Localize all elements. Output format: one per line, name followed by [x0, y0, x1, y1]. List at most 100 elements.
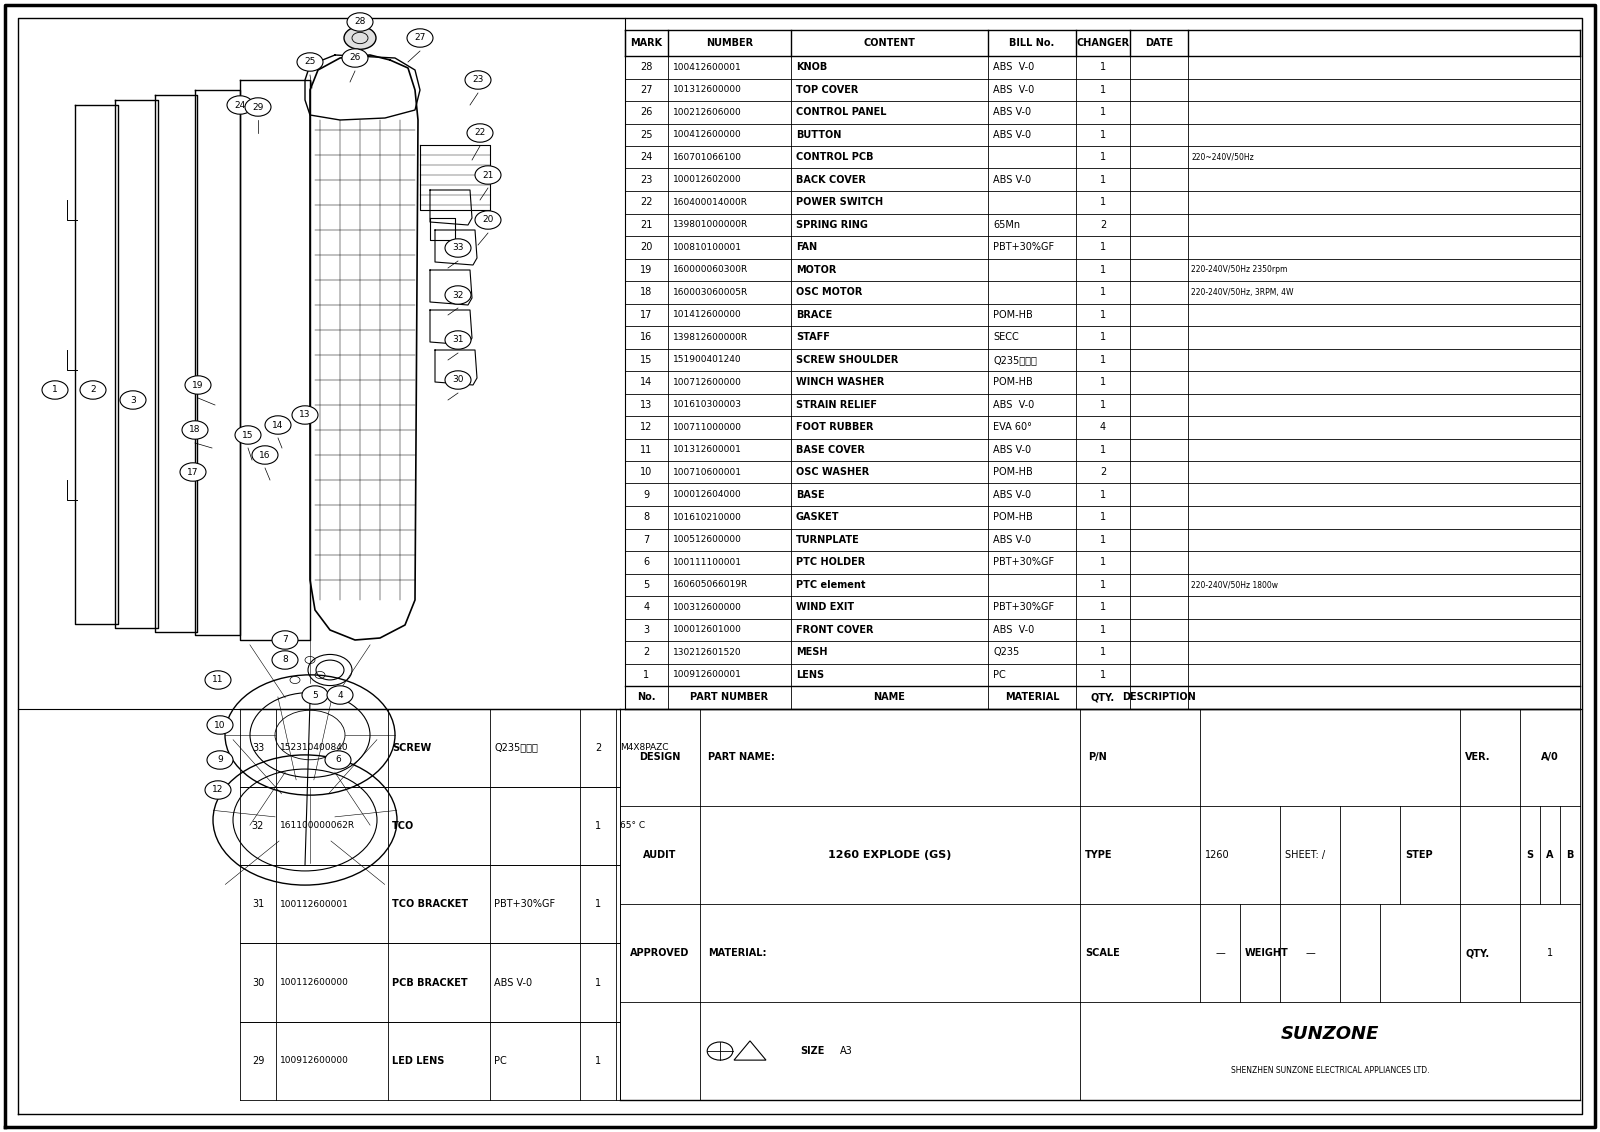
Text: 130212601520: 130212601520 — [674, 648, 742, 657]
Text: STAFF: STAFF — [797, 333, 830, 342]
Circle shape — [42, 380, 67, 400]
Text: 160400014000R: 160400014000R — [674, 198, 749, 207]
Text: CONTROL PCB: CONTROL PCB — [797, 152, 874, 162]
Text: FAN: FAN — [797, 242, 818, 252]
Text: 32: 32 — [453, 291, 464, 300]
Circle shape — [467, 123, 493, 143]
Text: POM-HB: POM-HB — [994, 468, 1032, 478]
Text: 16: 16 — [640, 333, 653, 342]
Text: PART NUMBER: PART NUMBER — [691, 693, 768, 702]
Text: CONTENT: CONTENT — [864, 38, 915, 48]
Text: 10: 10 — [640, 468, 653, 478]
Circle shape — [205, 781, 230, 799]
Text: 17: 17 — [187, 468, 198, 477]
Text: 139801000000R: 139801000000R — [674, 221, 749, 230]
Text: ABS  V-0: ABS V-0 — [994, 62, 1034, 72]
Circle shape — [80, 380, 106, 400]
Text: 100012602000: 100012602000 — [674, 175, 742, 185]
Text: A3: A3 — [840, 1046, 853, 1056]
Text: P/N: P/N — [1088, 753, 1107, 763]
Text: 220-240V/50Hz 1800w: 220-240V/50Hz 1800w — [1190, 581, 1278, 590]
Text: 1: 1 — [1547, 949, 1554, 958]
Text: ABS V-0: ABS V-0 — [994, 534, 1030, 544]
Text: —: — — [1306, 949, 1315, 958]
Text: TCO: TCO — [392, 821, 414, 831]
Text: 28: 28 — [640, 62, 653, 72]
Text: MESH: MESH — [797, 648, 827, 658]
Text: ABS  V-0: ABS V-0 — [994, 85, 1034, 95]
Text: 101312600000: 101312600000 — [674, 85, 742, 94]
Text: 6: 6 — [334, 755, 341, 764]
Text: FOOT RUBBER: FOOT RUBBER — [797, 422, 874, 432]
Circle shape — [272, 651, 298, 669]
Text: 18: 18 — [189, 426, 200, 435]
Circle shape — [182, 421, 208, 439]
Text: 151900401240: 151900401240 — [674, 355, 742, 365]
Text: M4X8PAZC: M4X8PAZC — [621, 743, 669, 752]
Text: 27: 27 — [640, 85, 653, 95]
Text: S: S — [1526, 850, 1533, 860]
Text: SPRING RING: SPRING RING — [797, 220, 867, 230]
Text: 100111100001: 100111100001 — [674, 558, 742, 567]
Text: 1: 1 — [1099, 108, 1106, 118]
Text: 14: 14 — [640, 377, 653, 387]
Text: 10: 10 — [214, 720, 226, 729]
Text: PBT+30%GF: PBT+30%GF — [994, 242, 1054, 252]
Text: 100012604000: 100012604000 — [674, 490, 742, 499]
Text: 11: 11 — [640, 445, 653, 455]
Text: STRAIN RELIEF: STRAIN RELIEF — [797, 400, 877, 410]
Text: SCREW: SCREW — [392, 743, 432, 753]
Text: TCO BRACKET: TCO BRACKET — [392, 899, 469, 909]
Text: PBT+30%GF: PBT+30%GF — [994, 557, 1054, 567]
Text: NAME: NAME — [874, 693, 906, 702]
Text: 220-240V/50Hz, 3RPM, 4W: 220-240V/50Hz, 3RPM, 4W — [1190, 288, 1293, 297]
Text: 100412600000: 100412600000 — [674, 130, 742, 139]
Text: CHANGER: CHANGER — [1077, 38, 1130, 48]
Text: A/0: A/0 — [1541, 753, 1558, 763]
Text: PC: PC — [994, 670, 1006, 679]
Circle shape — [253, 446, 278, 464]
Text: SECC: SECC — [994, 333, 1019, 342]
Text: EVA 60°: EVA 60° — [994, 422, 1032, 432]
Text: 100512600000: 100512600000 — [674, 535, 742, 544]
Text: 27: 27 — [414, 34, 426, 43]
Text: 161100000062R: 161100000062R — [280, 822, 355, 831]
Text: 1260 EXPLODE (GS): 1260 EXPLODE (GS) — [829, 850, 952, 860]
Circle shape — [344, 27, 376, 50]
Text: 2: 2 — [595, 743, 602, 753]
Text: BACK COVER: BACK COVER — [797, 174, 866, 185]
Text: 1: 1 — [1099, 333, 1106, 342]
Text: 33: 33 — [453, 243, 464, 252]
Text: 100711000000: 100711000000 — [674, 422, 742, 431]
Text: NUMBER: NUMBER — [706, 38, 754, 48]
Text: 139812600000R: 139812600000R — [674, 333, 749, 342]
Circle shape — [445, 239, 470, 257]
Circle shape — [206, 751, 234, 770]
Text: 31: 31 — [251, 899, 264, 909]
Text: 100412600001: 100412600001 — [674, 62, 742, 71]
Text: 1: 1 — [53, 386, 58, 394]
Text: 101610210000: 101610210000 — [674, 513, 742, 522]
Text: 100112600000: 100112600000 — [280, 978, 349, 987]
Text: 29: 29 — [253, 103, 264, 111]
Circle shape — [347, 12, 373, 32]
Text: APPROVED: APPROVED — [630, 949, 690, 958]
Text: SCREW SHOULDER: SCREW SHOULDER — [797, 354, 898, 365]
Circle shape — [179, 463, 206, 481]
Text: LENS: LENS — [797, 670, 824, 679]
Text: QTY.: QTY. — [1466, 949, 1490, 958]
Text: 5: 5 — [312, 691, 318, 700]
Text: BUTTON: BUTTON — [797, 130, 842, 139]
Text: PC: PC — [494, 1056, 507, 1066]
Text: 1: 1 — [643, 670, 650, 679]
Text: 100712600000: 100712600000 — [674, 378, 742, 387]
Text: 1: 1 — [1099, 242, 1106, 252]
Text: ABS V-0: ABS V-0 — [994, 490, 1030, 499]
Text: 1: 1 — [1099, 445, 1106, 455]
Text: 100312600000: 100312600000 — [674, 602, 742, 611]
Text: ABS  V-0: ABS V-0 — [994, 625, 1034, 635]
Text: 160701066100: 160701066100 — [674, 153, 742, 162]
Text: MATERIAL: MATERIAL — [1005, 693, 1059, 702]
Text: MATERIAL:: MATERIAL: — [707, 949, 766, 958]
Circle shape — [291, 405, 318, 424]
